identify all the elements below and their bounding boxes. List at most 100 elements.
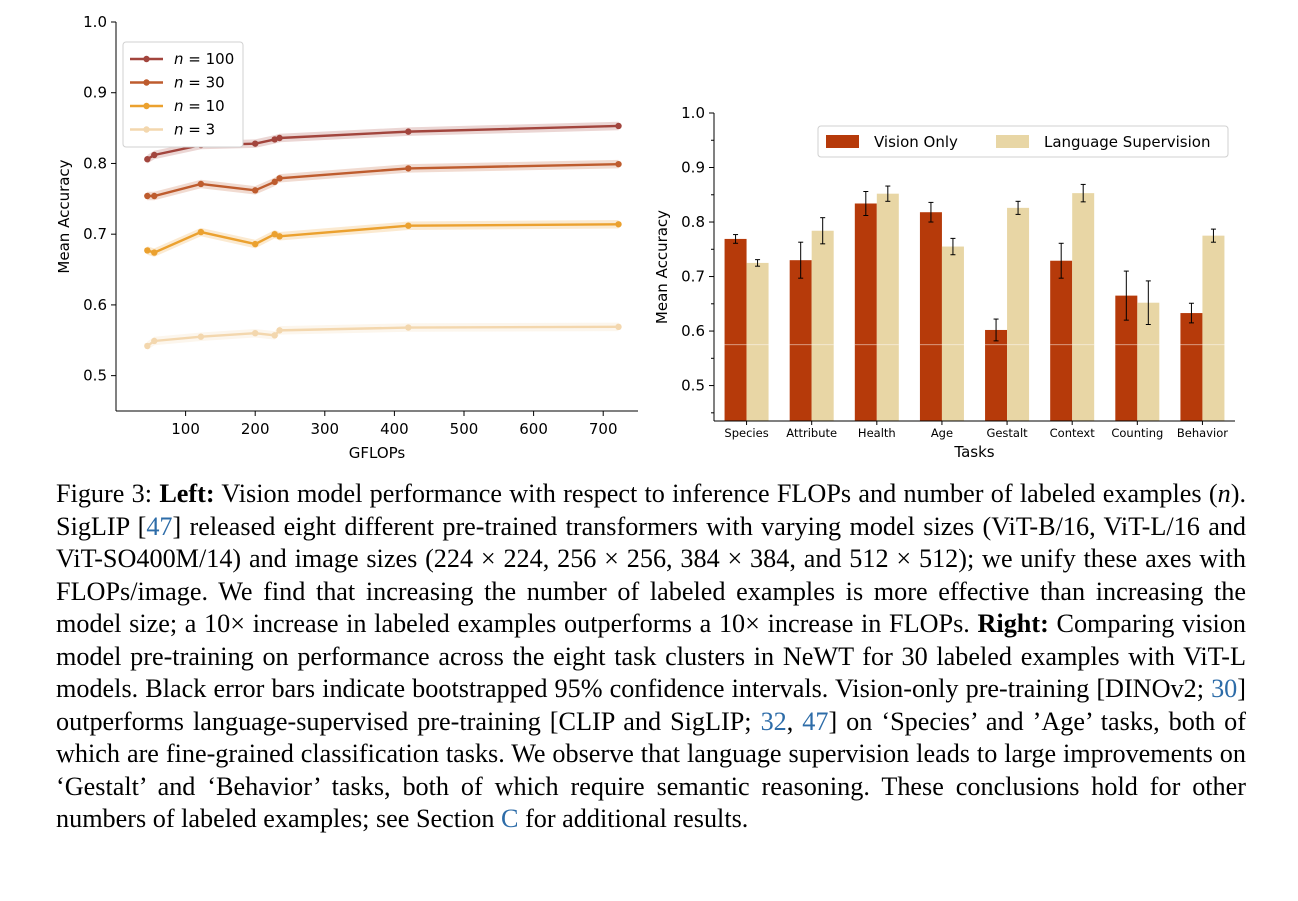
caption-math-n: n [1217,479,1231,508]
right-bar [1072,193,1095,421]
right-bar [724,238,747,421]
left-series-line [147,162,619,198]
left-data-point [271,230,278,238]
right-y-tick-label: 0.9 [681,159,705,177]
left-data-point [271,178,278,186]
right-x-tick-label: Gestalt [986,426,1028,440]
figure: 100 200 300 400 500 600 700 0.5 0.6 0.7 0.8 0.9 1.0 G… [55,13,1235,462]
left-data-point [276,327,283,334]
caption-text-7: ] on ‘Species’ and ’Age’ tasks, both of … [56,706,1246,834]
left-legend-label: n = 100 [174,50,234,68]
left-y-tick-label: 0.8 [83,154,107,172]
right-x-tick-label: Health [858,426,896,440]
left-data-point [144,156,151,163]
right-y-tick-label: 0.6 [681,322,705,340]
right-y-tick-label: 0.7 [681,268,705,286]
left-data-point [276,175,283,182]
caption-text-4: Comparing vision model pre-training on p… [56,609,1247,703]
right-x-tick-label: Age [931,426,953,440]
left-series-band [147,121,619,164]
right-bar [1202,235,1225,421]
left-y-tick-label: 0.9 [83,84,107,102]
left-y-tick-label: 0.7 [83,225,107,243]
left-data-point [144,192,151,200]
left-data-point [271,332,278,339]
right-legend-swatch [826,135,859,148]
left-legend-marker [143,55,150,63]
left-x-axis-label: GFLOPs [349,444,406,462]
left-data-point [252,330,259,337]
right-legend-label: Language Supervision [1044,133,1210,151]
left-data-point [151,249,158,256]
left-data-point [276,233,283,240]
right-y-tick-label: 0.5 [681,377,705,395]
left-data-point [252,140,259,147]
left-legend-label: n = 30 [174,74,225,92]
right-bar [789,260,812,421]
left-data-point [197,228,205,236]
right-bar [1180,313,1203,421]
right-bar [1137,302,1160,421]
left-x-tick-label: 600 [519,420,548,438]
section-c-link[interactable]: C [501,804,519,833]
caption-left-label: Left: [159,479,215,508]
left-series-band [147,159,619,201]
caption-text-6: , [786,706,803,736]
left-legend-label: n = 10 [174,97,225,115]
right-x-tick-label: Species [724,426,768,440]
right-bar [876,193,899,421]
left-data-point [151,192,158,200]
left-data-point [252,187,259,194]
left-series-band [147,322,619,351]
right-legend-label: Vision Only [874,133,958,151]
right-y-axis-label: Mean Accuracy [653,210,671,324]
left-y-axis-label: Mean Accuracy [55,159,73,273]
left-legend-marker [143,79,150,86]
citation-47b-link[interactable]: 47 [802,706,829,736]
right-y-tick-label: 1.0 [681,104,705,122]
left-series-line [146,325,619,347]
citation-47-link[interactable]: 47 [146,511,173,541]
caption-right-label: Right: [977,609,1049,638]
left-series-line [146,223,619,254]
left-data-point [405,128,412,135]
left-x-tick-label: 500 [450,420,479,438]
left-x-tick-label: 400 [380,420,409,438]
left-data-point [615,221,622,228]
figure-caption: Figure 3: Left: Vision model performance… [56,478,1246,836]
left-x-tick-label: 300 [310,420,339,438]
left-data-point [405,165,412,172]
left-data-point [197,333,205,340]
figure-canvas: 100 200 300 400 500 600 700 0.5 0.6 0.7 0.8 0.9 1.0 G… [55,13,1235,462]
left-data-point [144,247,151,254]
caption-figure-label: Figure 3: [56,479,153,508]
right-x-axis-label: Tasks [953,443,994,461]
left-y-tick-label: 0.5 [83,367,107,385]
left-data-point [276,134,283,142]
right-x-tick-label: Behavior [1177,426,1228,440]
right-bar [941,246,964,421]
right-bar [746,262,769,421]
left-data-point [615,122,622,130]
citation-30-link[interactable]: 30 [1211,674,1238,703]
left-x-tick-label: 100 [171,420,200,438]
left-data-point [151,337,158,345]
right-x-tick-label: Attribute [786,426,837,440]
caption-text-5: ] outperforms language-supervised pre-tr… [56,674,1246,736]
caption-text-2: ). SigLIP [ [56,479,1246,541]
left-legend-marker [143,126,150,133]
left-legend-marker [143,102,150,110]
left-data-point [151,151,158,159]
right-bar [1115,295,1138,421]
caption-text-3: ] released eight different pre-trained t… [56,511,1247,639]
left-chart: 100 200 300 400 500 600 700 0.5 0.6 0.7 0.8 0.9 1.0 G… [55,13,638,462]
right-chart: 0.5 0.6 0.7 0.8 0.9 1.0 Species Attribute Health… [653,104,1235,461]
caption-text-1: Vision model performance with respect to… [221,479,1218,508]
right-bar [854,203,877,421]
right-bar [1007,207,1030,421]
citation-32-link[interactable]: 32 [760,706,787,736]
left-series-band [147,220,619,257]
left-legend-box [122,41,244,148]
left-data-point [405,222,412,229]
right-bar [811,230,834,421]
